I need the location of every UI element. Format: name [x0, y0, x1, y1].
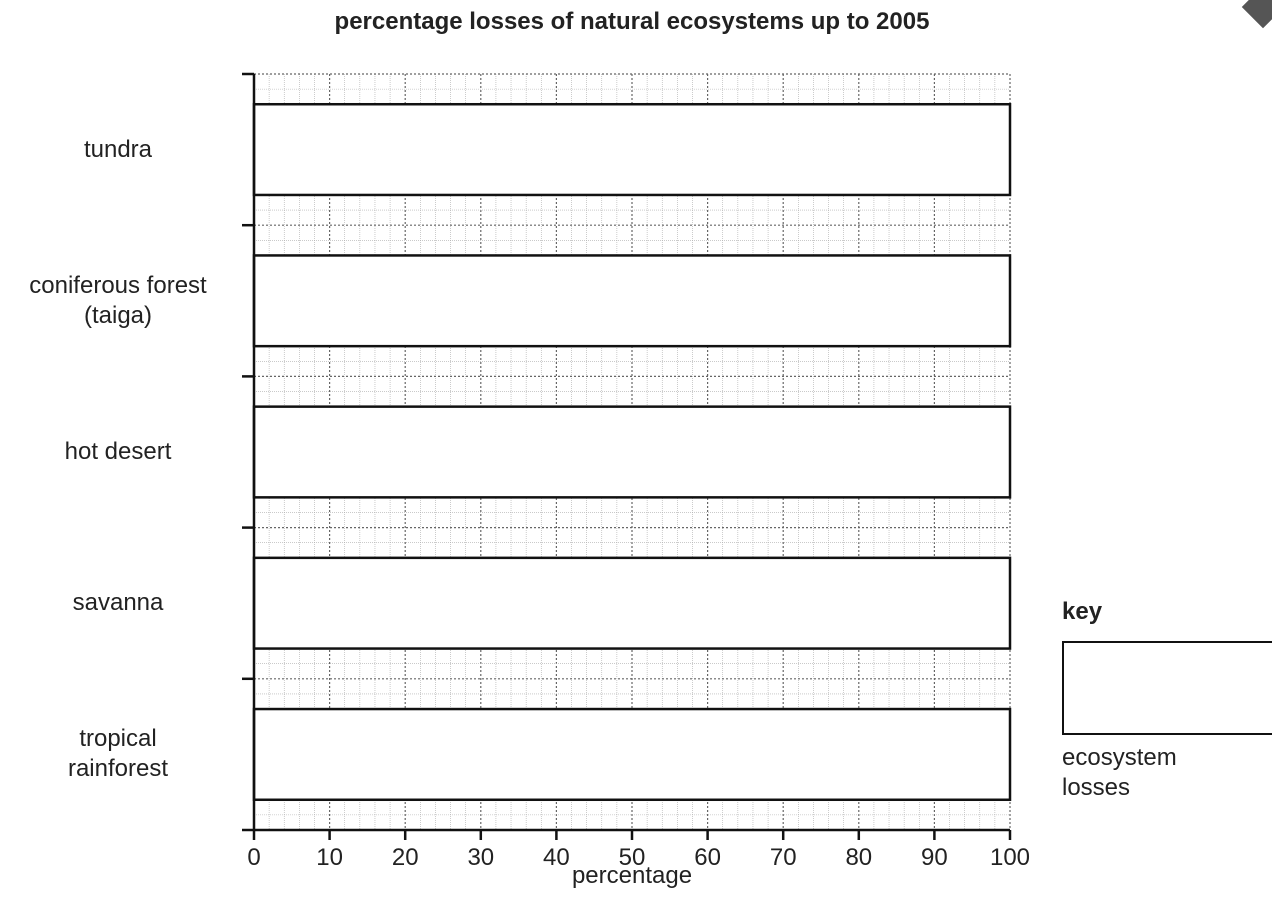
x-tick-label: 10 — [316, 844, 343, 871]
legend-label-line: losses — [1062, 774, 1131, 801]
legend-label-line: ecosystem — [1062, 744, 1177, 771]
bar — [252, 707, 1012, 802]
legend-label: ecosystem losses — [1062, 743, 1262, 803]
legend-title: key — [1062, 598, 1103, 625]
bar — [252, 102, 1012, 197]
category-label: tropical rainforest — [0, 724, 236, 784]
bar — [252, 405, 1012, 499]
x-tick-label: 50 — [619, 844, 646, 871]
category-label-line: hot desert — [64, 438, 172, 465]
x-tick-label: 30 — [467, 844, 494, 871]
category-label-line: tundra — [83, 135, 153, 163]
legend-swatch-ecosystem-losses — [1062, 641, 1272, 735]
category-label-line: rainforest — [67, 755, 169, 783]
category-label: hot desert — [0, 437, 236, 467]
category-label: savanna — [0, 588, 236, 618]
bar — [252, 556, 1012, 650]
x-axis-label: percentage — [571, 862, 693, 889]
category-label: coniferous forest (taiga) — [0, 271, 236, 331]
x-tick-label: 70 — [770, 844, 797, 871]
x-tick-label: 80 — [845, 844, 872, 871]
x-tick-label: 0 — [247, 844, 260, 871]
category-label-line: savanna — [72, 589, 164, 617]
x-tick-label: 40 — [543, 844, 570, 871]
chart-title: percentage losses of natural ecosystems … — [334, 8, 930, 35]
x-tick-label: 100 — [990, 844, 1030, 871]
x-tick-label: 60 — [694, 844, 721, 871]
x-tick-labels: 0 10 20 30 40 50 60 70 80 90 100 — [247, 844, 1030, 871]
category-label-line: tropical — [79, 725, 157, 753]
bar — [252, 254, 1012, 348]
category-label: tundra — [0, 135, 236, 165]
x-tick-label: 90 — [921, 844, 948, 871]
bars — [252, 102, 1012, 802]
axes — [242, 72, 1012, 840]
category-label-line: coniferous forest — [29, 271, 207, 299]
category-label-line: (taiga) — [83, 301, 153, 329]
x-tick-label: 20 — [392, 844, 419, 871]
